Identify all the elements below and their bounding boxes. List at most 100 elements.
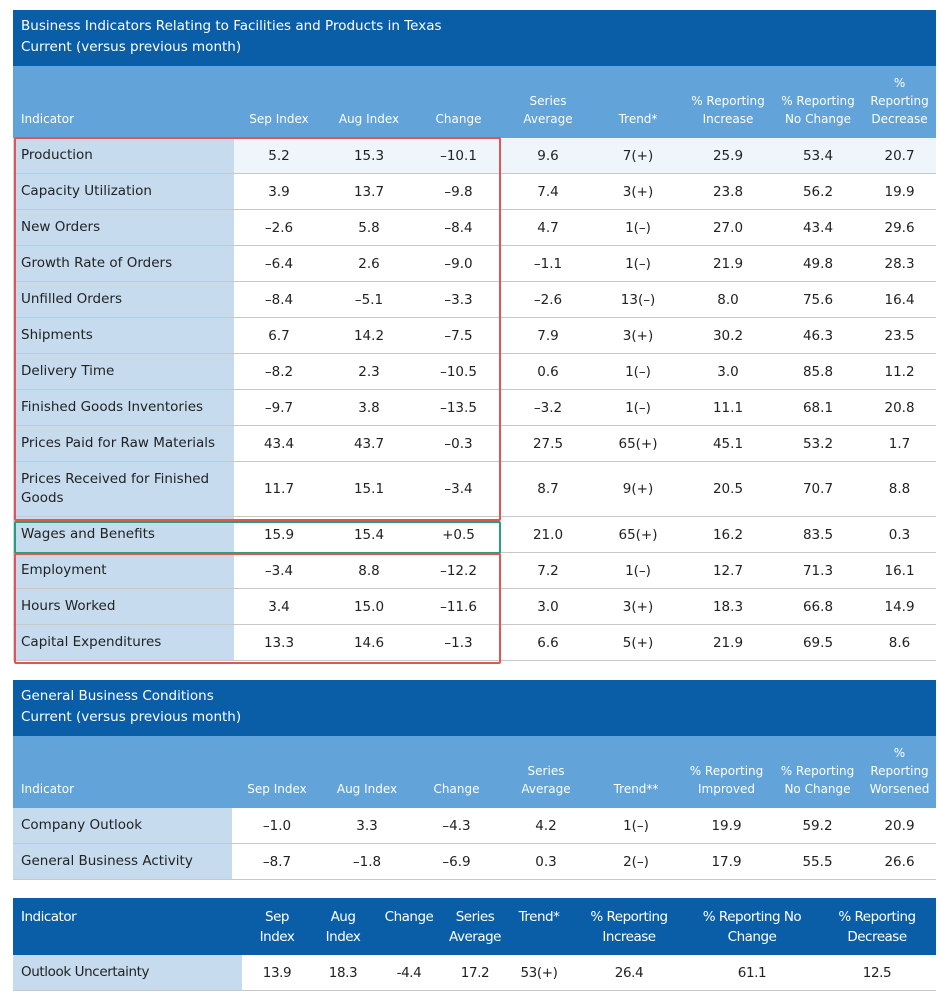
cell-reporting-no-change: 75.6 — [773, 281, 863, 318]
column-header-reporting-improved: % Reporting Improved — [681, 736, 772, 808]
indicator-name: Outlook Uncertainty — [13, 955, 242, 991]
cell-series-average: 8.7 — [503, 461, 593, 517]
cell-reporting-increase: 30.2 — [683, 317, 773, 354]
table-row-shipments: Shipments 6.7 14.2 –7.5 7.9 3(+) 30.2 46.3 23.5 — [13, 317, 937, 354]
cell-change: –13.5 — [414, 389, 503, 426]
column-header-reporting-increase: % Reporting Increase — [572, 898, 686, 955]
cell-aug-index: 43.7 — [324, 425, 414, 462]
cell-reporting-decrease: 1.7 — [863, 425, 937, 462]
column-header-trend: Trend* — [506, 898, 572, 955]
cell-change: –3.4 — [414, 461, 503, 517]
cell-sep-index: 13.3 — [234, 624, 324, 661]
cell-sep-index: –8.2 — [234, 353, 324, 390]
column-header-aug-index: Aug Index — [324, 66, 414, 138]
cell-reporting-no-change: 66.8 — [773, 588, 863, 625]
cell-reporting-decrease: 20.8 — [863, 389, 937, 426]
cell-reporting-decrease: 23.5 — [863, 317, 937, 354]
cell-reporting-decrease: 12.5 — [818, 955, 936, 991]
indicator-name: Capacity Utilization — [13, 173, 234, 210]
cell-series-average: 3.0 — [503, 588, 593, 625]
column-header-aug-index: Aug Index — [312, 898, 374, 955]
indicator-name: Prices Received for Finished Goods — [13, 461, 234, 517]
cell-reporting-decrease: 8.6 — [863, 624, 937, 661]
cell-reporting-increase: 3.0 — [683, 353, 773, 390]
cell-change: –3.3 — [414, 281, 503, 318]
table-row-employment: Employment –3.4 8.8 –12.2 7.2 1(–) 12.7 71.3 16.… — [13, 552, 937, 589]
cell-change: –6.9 — [412, 843, 501, 880]
indicator-name: Company Outlook — [13, 808, 232, 844]
cell-reporting-decrease: 28.3 — [863, 245, 937, 282]
cell-trend: 1(–) — [593, 552, 683, 589]
column-header-reporting-increase: % Reporting Increase — [683, 66, 773, 138]
cell-trend: 1(–) — [593, 209, 683, 246]
column-header-trend: Trend** — [591, 736, 681, 808]
cell-aug-index: 15.4 — [324, 516, 414, 553]
cell-reporting-decrease: 16.1 — [863, 552, 937, 589]
column-header-change: Change — [374, 898, 444, 955]
cell-reporting-no-change: 49.8 — [773, 245, 863, 282]
cell-reporting-no-change: 61.1 — [686, 955, 818, 991]
table-row-prices-paid-for-raw-materials: Prices Paid for Raw Materials 43.4 43.7 –0.… — [13, 425, 937, 462]
cell-series-average: –1.1 — [503, 245, 593, 282]
cell-reporting-no-change: 83.5 — [773, 516, 863, 553]
column-header-reporting-no-change: % Reporting No Change — [773, 66, 863, 138]
cell-series-average: 4.2 — [501, 808, 591, 844]
table-row-delivery-time: Delivery Time –8.2 2.3 –10.5 0.6 1(–) 3.0 85.8 1… — [13, 353, 937, 390]
column-header-reporting-decrease: % Reporting Decrease — [818, 898, 936, 955]
indicator-name: Growth Rate of Orders — [13, 245, 234, 282]
cell-aug-index: 14.2 — [324, 317, 414, 354]
cell-reporting-no-change: 71.3 — [773, 552, 863, 589]
table-row-wages-and-benefits: Wages and Benefits 15.9 15.4 +0.5 21.0 65(+) 1… — [13, 516, 937, 553]
cell-aug-index: 2.6 — [324, 245, 414, 282]
cell-change: -4.4 — [374, 955, 444, 991]
table-row-new-orders: New Orders –2.6 5.8 –8.4 4.7 1(–) 27.0 43.4 29.6 — [13, 209, 937, 246]
title-text: General Business Conditions — [21, 688, 214, 704]
cell-aug-index: –1.8 — [322, 843, 412, 880]
cell-reporting-no-change: 53.2 — [773, 425, 863, 462]
cell-aug-index: 8.8 — [324, 552, 414, 589]
cell-reporting-decrease: 0.3 — [863, 516, 937, 553]
outlook-uncertainty-table: Indicator Sep Index Aug Index Change Series … — [13, 898, 936, 991]
cell-sep-index: –3.4 — [234, 552, 324, 589]
cell-trend: 7(+) — [593, 138, 683, 174]
cell-sep-index: 5.2 — [234, 138, 324, 174]
indicator-name: Wages and Benefits — [13, 516, 234, 553]
cell-reporting-improved: 19.9 — [681, 808, 772, 844]
header-row: Indicator Sep Index Aug Index Change Series … — [13, 736, 937, 808]
cell-reporting-increase: 12.7 — [683, 552, 773, 589]
column-header-trend: Trend* — [593, 66, 683, 138]
column-header-aug-index: Aug Index — [322, 736, 412, 808]
cell-reporting-increase: 27.0 — [683, 209, 773, 246]
indicator-name: Capital Expenditures — [13, 624, 234, 661]
cell-trend: 2(–) — [591, 843, 681, 880]
column-header-change: Change — [414, 66, 503, 138]
cell-series-average: 9.6 — [503, 138, 593, 174]
indicator-name: General Business Activity — [13, 843, 232, 880]
cell-sep-index: –1.0 — [232, 808, 322, 844]
cell-series-average: 4.7 — [503, 209, 593, 246]
indicator-name: Employment — [13, 552, 234, 589]
column-header-reporting-no-change: % Reporting No Change — [772, 736, 863, 808]
column-header-series-average: Series Average — [501, 736, 591, 808]
cell-reporting-decrease: 20.7 — [863, 138, 937, 174]
cell-reporting-increase: 23.8 — [683, 173, 773, 210]
column-header-reporting-no-change: % Reporting No Change — [686, 898, 818, 955]
column-header-reporting-decrease: % Reporting Decrease — [863, 66, 937, 138]
cell-reporting-worsened: 26.6 — [863, 843, 937, 880]
cell-trend: 65(+) — [593, 516, 683, 553]
cell-reporting-no-change: 56.2 — [773, 173, 863, 210]
column-header-reporting-worsened: % Reporting Worsened — [863, 736, 937, 808]
cell-aug-index: –5.1 — [324, 281, 414, 318]
cell-change: –7.5 — [414, 317, 503, 354]
cell-reporting-no-change: 55.5 — [772, 843, 863, 880]
table-title: General Business Conditions Current (vers… — [13, 680, 937, 736]
cell-reporting-no-change: 59.2 — [772, 808, 863, 844]
table-row-production: Production 5.2 15.3 –10.1 9.6 7(+) 25.9 53.4 20.… — [13, 138, 937, 174]
cell-sep-index: 11.7 — [234, 461, 324, 517]
cell-trend: 65(+) — [593, 425, 683, 462]
cell-trend: 9(+) — [593, 461, 683, 517]
table-row-outlook-uncertainty: Outlook Uncertainty 13.9 18.3 -4.4 17.2 53(+)… — [13, 955, 936, 991]
cell-reporting-increase: 11.1 — [683, 389, 773, 426]
cell-series-average: 0.3 — [501, 843, 591, 880]
cell-reporting-no-change: 85.8 — [773, 353, 863, 390]
